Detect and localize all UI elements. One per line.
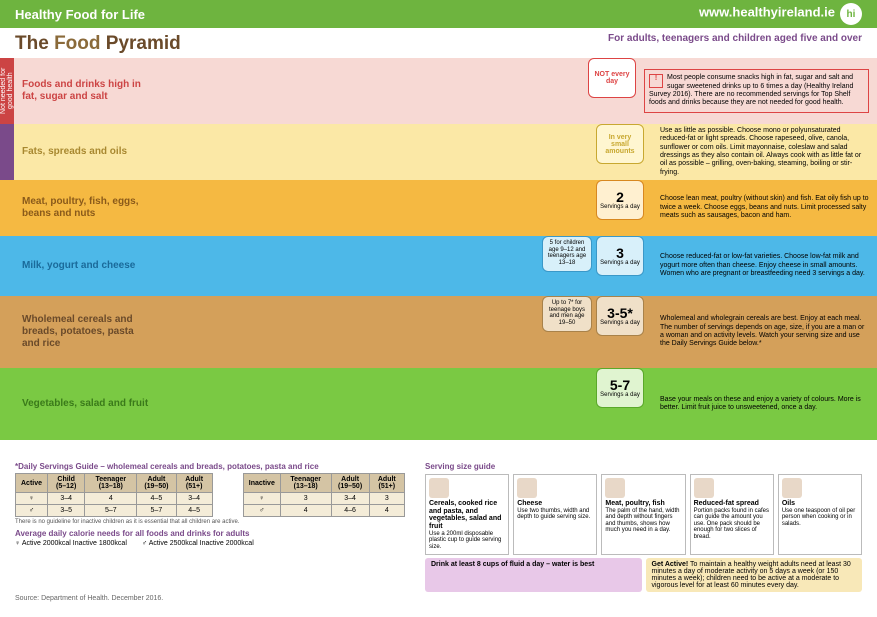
tier-0: Not needed for good healthFoods and drin… <box>0 58 877 124</box>
serving-size-title: Serving size guide <box>425 462 862 471</box>
info-2: Choose lean meat, poultry (without skin)… <box>652 191 877 224</box>
tier-label-0: Foods and drinks high in fat, sugar and … <box>14 75 159 107</box>
cal-male: ♂ Active 2500kcal Inactive 2000kcal <box>142 540 254 547</box>
header-left: Healthy Food for Life <box>15 7 145 22</box>
tier-3: Milk, yogurt and cheese 5 for children ag… <box>0 236 877 296</box>
serving-box-3: Reduced-fat spreadPortion packs found in… <box>690 474 774 555</box>
extra-badge-4: Up to 7* for teenage boys and men age 19… <box>542 296 592 332</box>
table-active: ActiveChild (5–12)Teenager (13–18)Adult … <box>15 473 213 517</box>
info-5: Base your meals on these and enjoy a var… <box>652 392 877 417</box>
servings-note: There is no guideline for inactive child… <box>15 519 405 525</box>
side-tab-top: Not needed for good health <box>0 58 14 124</box>
source: Source: Department of Health. December 2… <box>15 595 862 602</box>
serving-boxes: Cereals, cooked rice and pasta, and vege… <box>425 474 862 555</box>
tier-label-4: Wholemeal cereals and breads, potatoes, … <box>14 310 159 354</box>
badge-1: In very small amounts <box>596 124 644 164</box>
servings-title: *Daily Servings Guide – wholemeal cereal… <box>15 462 405 471</box>
bottom-section: *Daily Servings Guide – wholemeal cereal… <box>0 458 877 606</box>
hand-icon <box>517 478 537 498</box>
page-title: The Food Pyramid <box>15 33 181 55</box>
hand-icon <box>694 478 714 498</box>
active-bar: Get Active! To maintain a healthy weight… <box>646 558 863 592</box>
tier-label-3: Milk, yogurt and cheese <box>14 256 159 276</box>
badge-2: 2Servings a day <box>596 180 644 220</box>
info-1: Use as little as possible. Choose mono o… <box>652 123 877 181</box>
info-3: Choose reduced-fat or low-fat varieties.… <box>652 249 877 282</box>
tier-2: Meat, poultry, fish, eggs, beans and nut… <box>0 180 877 236</box>
alert-icon: ! <box>649 74 663 88</box>
info-4: Wholemeal and wholegrain cereals are bes… <box>652 311 877 353</box>
calories-title: Average daily calorie needs for all food… <box>15 529 405 538</box>
header-right: www.healthyireland.iehi <box>699 3 862 25</box>
tier-1: Needed for good health. Enjoy a variety … <box>0 124 877 180</box>
serving-box-1: CheeseUse two thumbs, width and depth to… <box>513 474 597 555</box>
logo-icon: hi <box>840 3 862 25</box>
table-inactive: InactiveTeenager (13–18)Adult (19–50)Adu… <box>243 473 405 517</box>
serving-box-2: Meat, poultry, fishThe palm of the hand,… <box>601 474 685 555</box>
badge-0: NOT every day <box>588 58 636 98</box>
header: Healthy Food for Life www.healthyireland… <box>0 0 877 28</box>
cal-female: ♀ Active 2000kcal Inactive 1800kcal <box>15 540 127 547</box>
drink-bar: Drink at least 8 cups of fluid a day – w… <box>425 558 642 592</box>
tier-label-1: Fats, spreads and oils <box>14 142 159 162</box>
badge-3: 3Servings a day <box>596 236 644 276</box>
tier-5: Vegetables, salad and fruit 5-7Servings a… <box>0 368 877 440</box>
hand-icon <box>782 478 802 498</box>
badge-4: 3-5*Servings a day <box>596 296 644 336</box>
extra-badge-3: 5 for children age 9–12 and teenagers ag… <box>542 236 592 272</box>
hand-icon <box>605 478 625 498</box>
main: Not needed for good healthFoods and drin… <box>0 58 877 458</box>
tier-4: Wholemeal cereals and breads, potatoes, … <box>0 296 877 368</box>
subtitle: For adults, teenagers and children aged … <box>608 33 862 55</box>
title-row: The Food Pyramid For adults, teenagers a… <box>0 28 877 58</box>
tier-label-2: Meat, poultry, fish, eggs, beans and nut… <box>14 192 159 224</box>
serving-box-4: OilsUse one teaspoon of oil per person w… <box>778 474 862 555</box>
tier-label-5: Vegetables, salad and fruit <box>14 394 159 414</box>
hand-icon <box>429 478 449 498</box>
info-0: !Most people consume snacks high in fat,… <box>644 69 869 113</box>
badge-5: 5-7Servings a day <box>596 368 644 408</box>
servings-tables: ActiveChild (5–12)Teenager (13–18)Adult … <box>15 473 405 517</box>
serving-box-0: Cereals, cooked rice and pasta, and vege… <box>425 474 509 555</box>
